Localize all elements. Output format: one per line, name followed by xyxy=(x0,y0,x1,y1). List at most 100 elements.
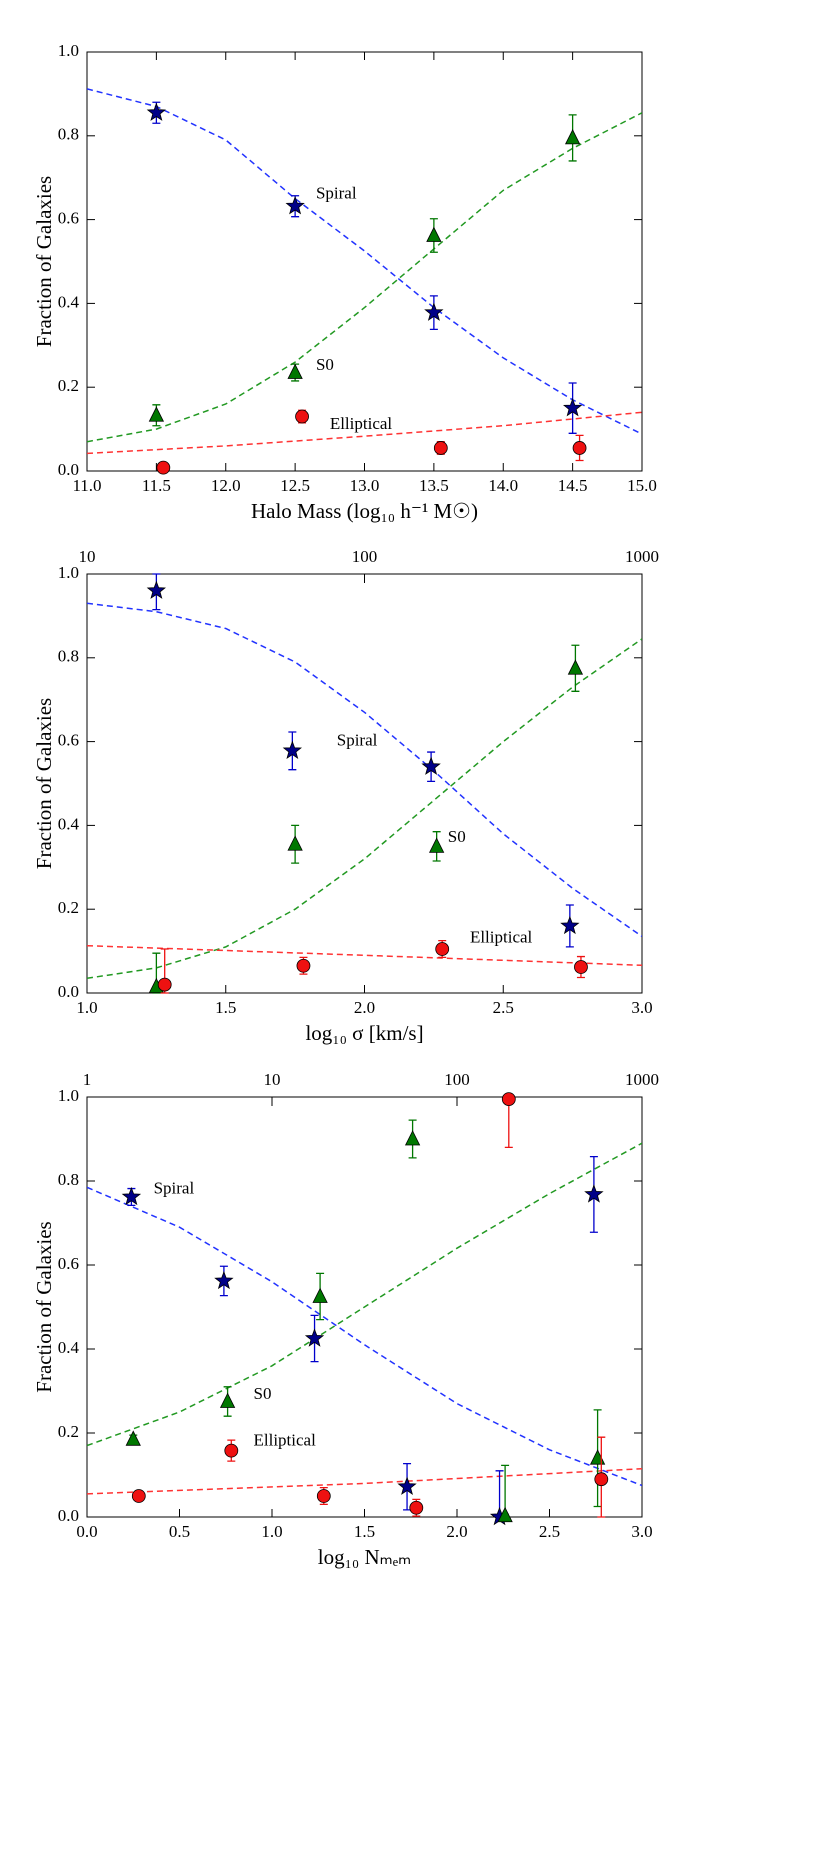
series-annotation: S0 xyxy=(254,1384,272,1403)
triangle-marker xyxy=(148,406,165,422)
fit-line xyxy=(87,88,642,435)
fit-line xyxy=(87,602,642,938)
x-tick-label: 3.0 xyxy=(631,1522,652,1541)
x-tick-label: 14.5 xyxy=(558,476,588,495)
x-tick-label: 1.5 xyxy=(354,1522,375,1541)
x-axis-label: Halo Mass (log₁₀ h⁻¹ M☉) xyxy=(251,499,478,523)
x-axis-label: log₁₀ Nₘₑₘ xyxy=(318,1545,411,1569)
x-tick-label: 12.0 xyxy=(211,476,241,495)
star-marker xyxy=(563,397,583,417)
star-marker xyxy=(397,1476,417,1495)
circle-marker xyxy=(156,460,171,475)
series-annotation: Spiral xyxy=(337,731,378,750)
x2-tick-label: 10 xyxy=(264,1070,281,1089)
circle-marker xyxy=(409,1500,424,1515)
circle-marker xyxy=(131,1489,146,1503)
triangle-marker xyxy=(287,835,303,851)
circle-marker xyxy=(316,1489,331,1503)
triangle-marker xyxy=(312,1287,328,1303)
y-tick-label: 1.0 xyxy=(58,41,79,60)
y-axis-label: Fraction of Galaxies xyxy=(32,1221,56,1392)
triangle-marker xyxy=(426,226,442,242)
y-tick-label: 1.0 xyxy=(58,563,79,582)
circle-marker xyxy=(572,441,587,455)
triangle-marker xyxy=(564,129,581,145)
series-annotation: Spiral xyxy=(316,183,357,202)
circle-marker xyxy=(295,409,309,424)
y-tick-label: 0.4 xyxy=(58,292,80,311)
x2-tick-label: 1000 xyxy=(625,547,659,566)
x-tick-label: 2.5 xyxy=(539,1522,560,1541)
star-marker xyxy=(304,1328,325,1347)
x-tick-label: 11.0 xyxy=(72,476,101,495)
x-tick-label: 0.5 xyxy=(169,1522,190,1541)
circle-marker xyxy=(433,441,448,455)
y-axis-label: Fraction of Galaxies xyxy=(32,698,56,869)
x-tick-label: 2.5 xyxy=(493,998,514,1017)
y-tick-label: 0.4 xyxy=(58,1338,80,1357)
circle-marker xyxy=(574,960,588,974)
fit-line xyxy=(87,1467,642,1495)
circle-marker xyxy=(224,1443,239,1458)
plot-frame xyxy=(86,573,643,994)
star-marker xyxy=(584,1184,604,1203)
y-tick-label: 0.0 xyxy=(58,982,79,1001)
fit-line xyxy=(87,112,642,443)
star-marker xyxy=(285,196,305,215)
circle-marker xyxy=(296,958,311,973)
y-axis-label: Fraction of Galaxies xyxy=(32,176,56,347)
x-tick-label: 13.0 xyxy=(350,476,380,495)
circle-marker xyxy=(501,1092,516,1106)
triangle-marker xyxy=(567,659,584,675)
star-marker xyxy=(146,102,166,121)
x-tick-label: 15.0 xyxy=(627,476,657,495)
star-marker xyxy=(121,1186,142,1206)
series-annotation: S0 xyxy=(316,355,334,374)
x2-tick-label: 1 xyxy=(83,1070,92,1089)
star-marker xyxy=(421,756,441,775)
x2-tick-label: 100 xyxy=(352,547,378,566)
x2-tick-label: 1000 xyxy=(625,1070,659,1089)
star-marker xyxy=(146,580,166,599)
y-tick-label: 0.6 xyxy=(58,209,79,228)
fit-line xyxy=(87,638,642,980)
fit-line xyxy=(87,1186,642,1487)
x-tick-label: 12.5 xyxy=(280,476,310,495)
x-tick-label: 2.0 xyxy=(446,1522,467,1541)
y-tick-label: 0.6 xyxy=(58,1254,79,1273)
star-marker xyxy=(560,915,580,935)
triangle-marker xyxy=(429,837,445,853)
y-tick-label: 0.8 xyxy=(58,125,79,144)
fit-line xyxy=(87,411,642,455)
x-tick-label: 11.5 xyxy=(142,476,171,495)
x-tick-label: 3.0 xyxy=(631,998,652,1017)
y-tick-label: 0.0 xyxy=(58,460,79,479)
circle-marker xyxy=(435,942,450,956)
series-annotation: Elliptical xyxy=(470,927,533,946)
triangle-marker xyxy=(497,1506,513,1523)
star-marker xyxy=(214,1270,234,1290)
circle-marker xyxy=(594,1472,609,1487)
series-annotation: Elliptical xyxy=(330,414,393,433)
y-tick-label: 0.2 xyxy=(58,376,79,395)
x-tick-label: 14.0 xyxy=(488,476,518,495)
star-marker xyxy=(424,302,444,321)
triangle-marker xyxy=(287,363,303,379)
triangle-marker xyxy=(589,1449,606,1465)
y-tick-label: 0.8 xyxy=(58,1170,79,1189)
y-tick-label: 0.8 xyxy=(58,647,79,666)
plot-frame xyxy=(86,51,643,472)
triangle-marker xyxy=(404,1130,421,1146)
y-tick-label: 0.2 xyxy=(58,1422,79,1441)
triangle-marker xyxy=(219,1392,236,1408)
fit-line xyxy=(87,1142,642,1447)
x-axis-label: log₁₀ σ [km/s] xyxy=(305,1021,423,1045)
x-tick-label: 13.5 xyxy=(419,476,449,495)
x-tick-label: 1.0 xyxy=(76,998,97,1017)
y-tick-label: 1.0 xyxy=(58,1086,79,1105)
y-tick-label: 0.2 xyxy=(58,898,79,917)
x-tick-label: 0.0 xyxy=(76,1522,97,1541)
series-annotation: S0 xyxy=(448,827,466,846)
x2-tick-label: 100 xyxy=(444,1070,470,1089)
